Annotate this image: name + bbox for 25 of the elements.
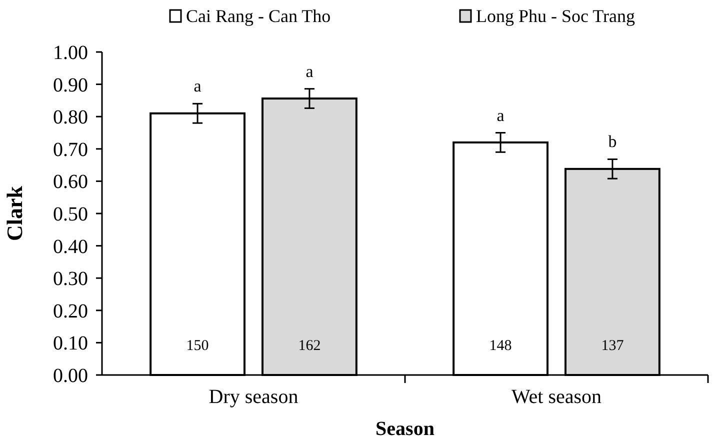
y-tick-label: 0.00 (53, 365, 88, 387)
annotation: 137 (601, 338, 624, 354)
y-tick-label: 0.80 (53, 106, 88, 129)
annotation: 162 (298, 338, 321, 354)
annotation: b (608, 132, 617, 152)
annotation: a (194, 76, 202, 96)
x-tick-label: Wet season (511, 386, 602, 408)
legend-label: Cai Rang - Can Tho (186, 6, 331, 26)
x-axis-title: Season (376, 418, 434, 440)
y-axis-title: Clark (2, 185, 27, 241)
annotation: 148 (489, 338, 512, 354)
annotation: 150 (186, 338, 209, 354)
x-tick-label: Dry season (208, 386, 298, 408)
y-tick-label: 0.40 (53, 236, 88, 258)
y-tick-label: 0.90 (53, 74, 88, 96)
y-tick-label: 0.20 (53, 300, 88, 322)
y-tick-label: 0.50 (53, 204, 88, 226)
y-tick-label: 0.10 (53, 332, 88, 355)
annotation: a (496, 106, 505, 125)
annotation: a (306, 62, 314, 81)
y-tick-label: 1.00 (53, 42, 88, 64)
y-tick-label: 0.60 (53, 171, 88, 194)
y-tick-label: 0.30 (53, 268, 88, 290)
legend-label: Long Phu - Soc Trang (476, 6, 636, 26)
y-tick-label: 0.70 (53, 138, 88, 161)
